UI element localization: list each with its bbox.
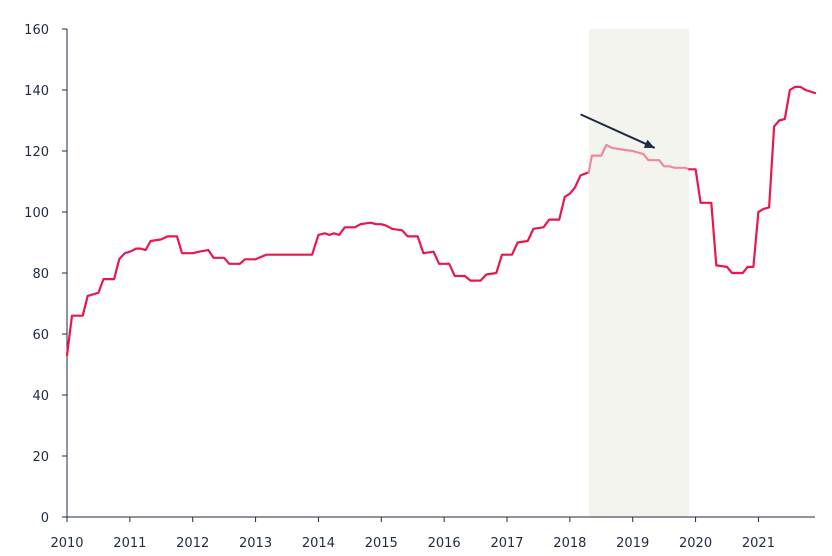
y-tick-label: 160 [24, 23, 49, 38]
x-tick-label: 2011 [113, 536, 146, 551]
x-tick-label: 2016 [428, 536, 461, 551]
series-line [65, 171, 590, 357]
x-tick-label: 2015 [365, 536, 398, 551]
y-tick-label: 40 [32, 389, 49, 404]
series-line [688, 85, 817, 275]
y-tick-label: 120 [24, 145, 49, 160]
y-tick-label: 0 [41, 511, 49, 526]
y-tick-label: 80 [32, 267, 49, 282]
x-tick-label: 2021 [742, 536, 775, 551]
y-tick-label: 100 [24, 206, 49, 221]
x-tick-label: 2019 [616, 536, 649, 551]
x-tick-label: 2018 [553, 536, 586, 551]
trend-arrow-head [643, 139, 655, 148]
x-tick-label: 2013 [239, 536, 272, 551]
series-line-highlight [587, 143, 691, 174]
y-tick-label: 20 [32, 450, 49, 465]
x-tick-label: 2012 [176, 536, 209, 551]
x-tick-label: 2017 [490, 536, 523, 551]
y-tick-label: 140 [24, 84, 49, 99]
x-tick-label: 2020 [679, 536, 712, 551]
x-tick-label: 2010 [50, 536, 83, 551]
x-tick-label: 2014 [302, 536, 335, 551]
y-tick-label: 60 [32, 328, 49, 343]
shaded-region [588, 29, 690, 517]
trend-arrow [580, 113, 656, 149]
